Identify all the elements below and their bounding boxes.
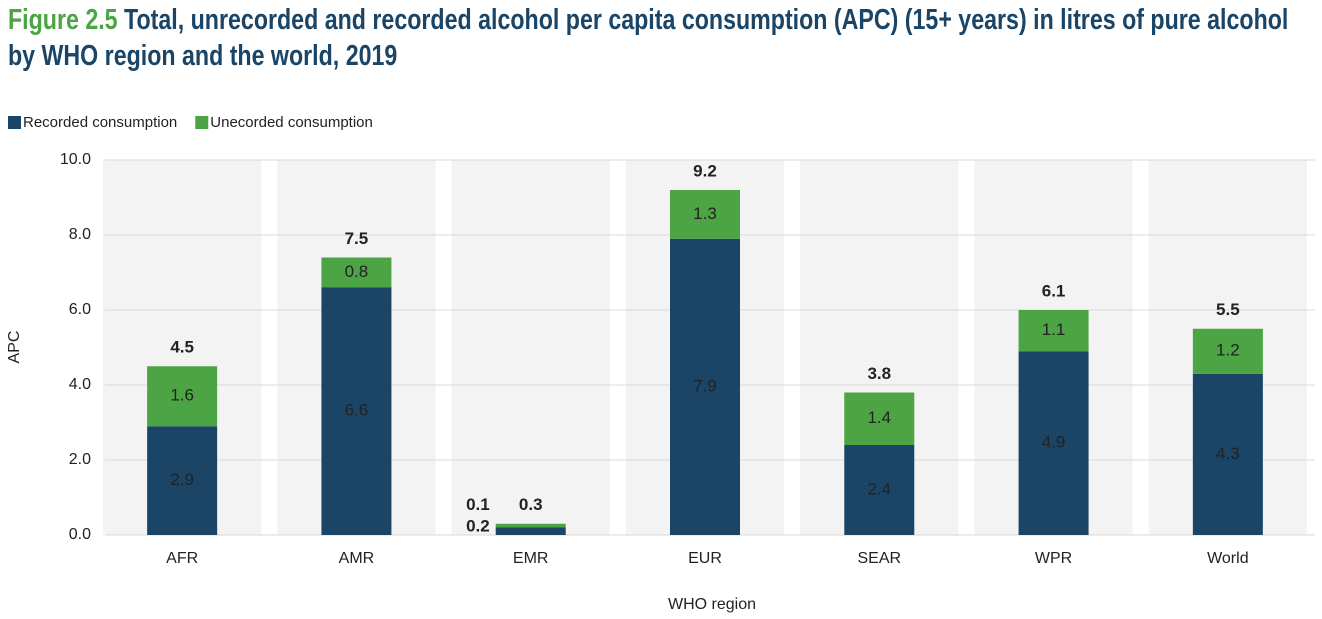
value-label: 0.2 [466, 516, 490, 535]
x-tick-label: AMR [339, 550, 375, 567]
x-tick-label: EUR [688, 550, 722, 567]
value-label: 4.9 [1042, 433, 1066, 452]
value-label: 2.4 [867, 479, 891, 498]
bar-segment [1018, 310, 1089, 352]
total-label: 5.5 [1216, 300, 1240, 319]
x-tick-label: AFR [166, 550, 198, 567]
legend-swatch [8, 116, 21, 129]
bar-segment [1018, 351, 1089, 535]
x-tick-label: WPR [1035, 550, 1072, 567]
total-label: 6.1 [1042, 281, 1066, 300]
title-text: Total, unrecorded and recorded alcohol p… [8, 4, 1289, 72]
value-label: 4.3 [1216, 444, 1240, 463]
figure-label: Figure 2.5 [8, 4, 118, 36]
total-label: 3.8 [867, 364, 891, 383]
y-tick-label: 10.0 [60, 151, 91, 168]
value-label: 1.6 [170, 386, 194, 405]
bar-segment [495, 523, 566, 528]
bar-segment [147, 426, 218, 535]
value-label: 7.9 [693, 376, 717, 395]
total-label: 4.5 [170, 338, 194, 357]
value-label: 1.1 [1042, 320, 1066, 339]
bar-segment [147, 366, 218, 427]
y-tick-label: 4.0 [69, 376, 91, 393]
x-tick-label: EMR [513, 550, 549, 567]
bar-segment [1192, 373, 1263, 535]
y-tick-label: 2.0 [69, 451, 91, 468]
value-label: 1.2 [1216, 341, 1240, 360]
x-tick-label: World [1207, 550, 1249, 567]
bar-segment [670, 190, 740, 239]
value-label: 1.3 [693, 204, 717, 223]
bar-segment [321, 287, 392, 535]
x-axis-label: WHO region [668, 596, 756, 613]
legend-label: Recorded consumption [23, 114, 177, 131]
legend-label: Unecorded consumption [210, 114, 373, 131]
y-axis-label: APC [6, 331, 23, 364]
bar-segment [1192, 328, 1263, 374]
total-label: 9.2 [693, 161, 717, 180]
bar-segment [495, 527, 566, 535]
bar-segment [844, 392, 915, 445]
bar-segment [844, 445, 915, 535]
x-tick-label: SEAR [857, 550, 901, 567]
value-label: 2.9 [170, 470, 194, 489]
total-label: 7.5 [345, 229, 369, 248]
value-label: 1.4 [867, 408, 891, 427]
bar-segment [670, 238, 740, 535]
value-label: 0.8 [345, 262, 369, 281]
value-label: 6.6 [345, 401, 369, 420]
total-label: 0.3 [519, 495, 543, 514]
y-tick-label: 6.0 [69, 301, 91, 318]
y-tick-label: 0.0 [69, 526, 91, 543]
chart-title: Figure 2.5 Total, unrecorded and recorde… [8, 2, 1312, 74]
band-background [451, 160, 610, 535]
y-tick-label: 8.0 [69, 226, 91, 243]
value-label: 0.1 [466, 495, 490, 514]
bar-segment [321, 257, 392, 288]
legend-swatch [195, 116, 209, 129]
